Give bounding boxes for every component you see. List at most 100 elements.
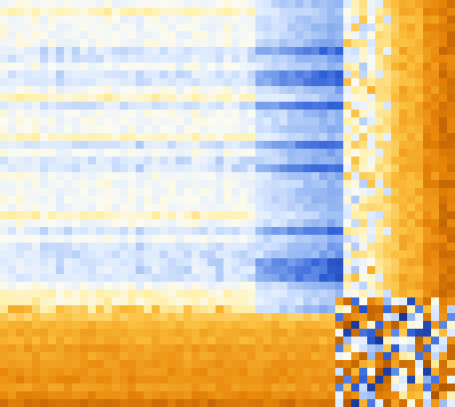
heatmap-cell <box>199 156 209 165</box>
heatmap-cell <box>263 46 272 56</box>
heatmap-cell <box>391 281 400 291</box>
heatmap-cell <box>359 258 368 267</box>
heatmap-cell <box>351 211 360 220</box>
heatmap-cell <box>407 187 416 197</box>
heatmap-cell <box>191 31 201 40</box>
heatmap-cell <box>367 219 376 228</box>
heatmap-cell <box>399 375 408 385</box>
heatmap-cell <box>103 0 113 9</box>
heatmap-cell <box>215 70 225 79</box>
heatmap-cell <box>103 39 113 48</box>
heatmap-cell <box>335 0 344 9</box>
heatmap-cell <box>287 336 296 345</box>
heatmap-cell <box>191 328 201 338</box>
heatmap-cell <box>447 31 455 40</box>
heatmap-cell <box>127 360 137 369</box>
heatmap-cell <box>423 125 432 134</box>
heatmap-cell <box>31 266 41 275</box>
heatmap-cell <box>327 360 336 369</box>
heatmap-cell <box>175 234 185 244</box>
heatmap-cell <box>423 133 432 142</box>
heatmap-cell <box>175 219 185 228</box>
heatmap-cell <box>287 187 296 197</box>
heatmap-cell <box>279 344 288 353</box>
heatmap-cell <box>271 320 280 330</box>
heatmap-cell <box>247 344 257 353</box>
heatmap-cell <box>143 273 153 283</box>
heatmap-cell <box>279 78 288 87</box>
heatmap-cell <box>199 313 209 322</box>
heatmap-cell <box>191 54 201 64</box>
heatmap-cell <box>7 70 17 79</box>
heatmap-cell <box>391 101 400 111</box>
heatmap-cell <box>223 31 233 40</box>
heatmap-cell <box>23 70 33 79</box>
heatmap-cell <box>111 226 121 236</box>
heatmap-cell <box>399 305 408 314</box>
heatmap-cell <box>295 39 304 48</box>
heatmap-cell <box>135 187 145 197</box>
heatmap-cell <box>207 399 217 407</box>
heatmap-cell <box>87 86 97 95</box>
heatmap-cell <box>391 70 400 79</box>
heatmap-cell <box>87 234 97 244</box>
heatmap-cell <box>95 172 105 181</box>
heatmap-cell <box>287 195 296 205</box>
heatmap-cell <box>271 156 280 165</box>
heatmap-cell <box>111 305 121 314</box>
heatmap-cell <box>279 15 288 25</box>
heatmap-cell <box>447 7 455 17</box>
heatmap-cell <box>7 23 17 32</box>
heatmap-cell <box>199 336 209 345</box>
heatmap-cell <box>79 242 89 252</box>
heatmap-cell <box>391 226 400 236</box>
heatmap-cell <box>399 352 408 361</box>
heatmap-cell <box>47 360 57 369</box>
heatmap-cell <box>63 383 73 392</box>
heatmap-cell <box>79 383 89 392</box>
heatmap-cell <box>431 383 440 392</box>
heatmap-cell <box>311 70 320 79</box>
heatmap-cell <box>215 164 225 173</box>
heatmap-cell <box>319 187 328 197</box>
heatmap-cell <box>87 140 97 150</box>
heatmap-cell <box>279 46 288 56</box>
heatmap-cell <box>279 266 288 275</box>
heatmap-cell <box>47 242 57 252</box>
heatmap-cell <box>191 140 201 150</box>
heatmap-cell <box>39 101 49 111</box>
heatmap-cell <box>39 234 49 244</box>
heatmap-cell <box>183 78 193 87</box>
heatmap-cell <box>199 164 209 173</box>
heatmap-cell <box>311 344 320 353</box>
heatmap-cell <box>343 164 352 173</box>
heatmap-cell <box>159 125 169 134</box>
heatmap-cell <box>431 133 440 142</box>
heatmap-cell <box>343 352 352 361</box>
heatmap-cell <box>111 62 121 72</box>
heatmap-cell <box>423 101 432 111</box>
heatmap-cell <box>111 39 121 48</box>
heatmap-cell <box>383 23 392 32</box>
heatmap-cell <box>175 367 185 377</box>
heatmap-cell <box>327 195 336 205</box>
heatmap-cell <box>439 148 448 158</box>
heatmap-cell <box>351 46 360 56</box>
heatmap-cell <box>399 273 408 283</box>
heatmap-cell <box>359 54 368 64</box>
heatmap-cell <box>295 156 304 165</box>
heatmap-cell <box>327 242 336 252</box>
heatmap-cell <box>71 391 81 400</box>
heatmap-cell <box>191 7 201 17</box>
heatmap-cell <box>423 164 432 173</box>
heatmap-cell <box>127 15 137 25</box>
heatmap-cell <box>31 328 41 338</box>
heatmap-cell <box>271 46 280 56</box>
heatmap-cell <box>135 226 145 236</box>
heatmap-cell <box>215 273 225 283</box>
heatmap-cell <box>103 360 113 369</box>
heatmap-cell <box>311 86 320 95</box>
heatmap-cell <box>31 125 41 134</box>
heatmap-cell <box>167 281 177 291</box>
heatmap-cell <box>127 78 137 87</box>
